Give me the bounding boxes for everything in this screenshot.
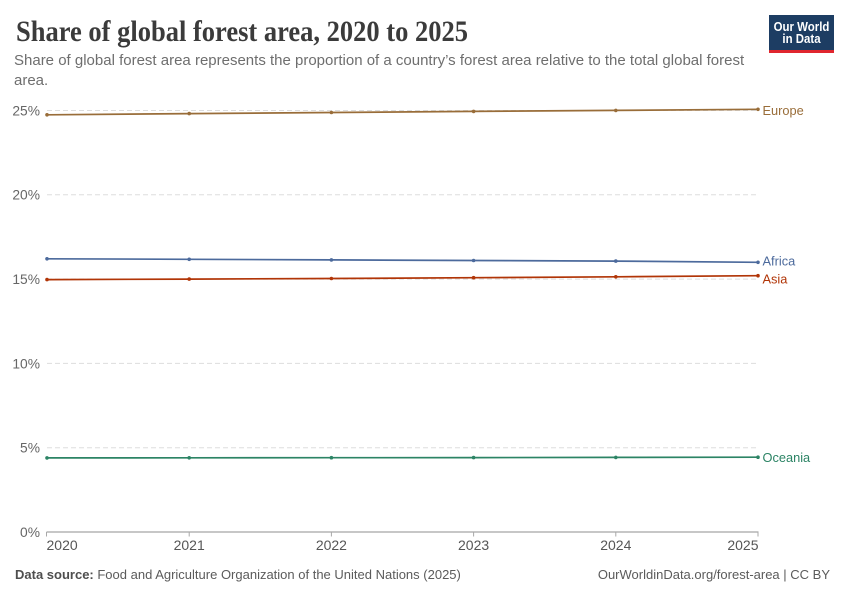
svg-text:2024: 2024 bbox=[600, 537, 631, 553]
svg-text:Europe: Europe bbox=[763, 103, 804, 118]
svg-text:2023: 2023 bbox=[458, 537, 489, 553]
svg-text:10%: 10% bbox=[12, 356, 40, 371]
svg-text:15%: 15% bbox=[12, 272, 40, 287]
svg-text:2022: 2022 bbox=[316, 537, 347, 553]
svg-text:Africa: Africa bbox=[763, 254, 797, 269]
svg-text:25%: 25% bbox=[12, 104, 40, 119]
svg-text:2020: 2020 bbox=[47, 537, 78, 553]
svg-text:0%: 0% bbox=[20, 525, 40, 540]
svg-text:Asia: Asia bbox=[763, 272, 789, 287]
svg-text:2021: 2021 bbox=[174, 537, 205, 553]
svg-text:5%: 5% bbox=[20, 441, 40, 456]
svg-text:Oceania: Oceania bbox=[763, 450, 812, 465]
svg-text:20%: 20% bbox=[12, 188, 40, 203]
svg-text:2025: 2025 bbox=[727, 537, 758, 553]
